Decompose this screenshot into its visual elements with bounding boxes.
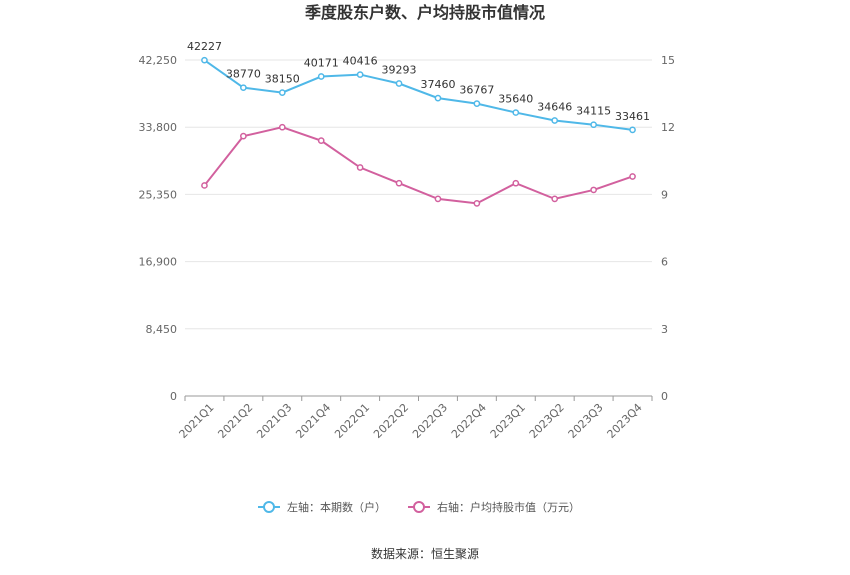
left-tick-label: 0 xyxy=(170,390,177,403)
data-label: 34115 xyxy=(576,105,611,118)
data-label: 40416 xyxy=(343,55,378,68)
right-series-point xyxy=(356,164,364,171)
right-series-point xyxy=(629,173,636,180)
x-tick-label: 2023Q1 xyxy=(488,401,528,441)
data-label: 37460 xyxy=(420,78,455,91)
data-source: 数据来源：恒生聚源 xyxy=(371,546,479,561)
right-series-point xyxy=(551,195,559,203)
right-series-point xyxy=(395,179,403,187)
left-series-point xyxy=(551,117,559,124)
right-tick-label: 12 xyxy=(661,121,675,134)
left-series-point xyxy=(356,71,364,78)
right-tick-label: 0 xyxy=(661,390,668,403)
left-tick-label: 42,250 xyxy=(139,54,178,67)
x-tick-label: 2023Q2 xyxy=(527,401,567,441)
right-tick-label: 6 xyxy=(661,256,668,269)
x-tick-label: 2021Q3 xyxy=(254,401,294,441)
x-tick-label: 2022Q1 xyxy=(332,401,372,441)
left-tick-label: 25,350 xyxy=(139,188,178,201)
data-label: 38770 xyxy=(226,68,261,81)
left-series-point xyxy=(201,56,208,64)
right-tick-label: 3 xyxy=(661,323,668,336)
data-label: 35640 xyxy=(498,93,533,106)
data-label: 42227 xyxy=(187,40,222,53)
left-axis-ticks: 0 8,450 16,900 25,350 33,800 42,250 xyxy=(139,54,178,403)
x-tick-label: 2022Q4 xyxy=(449,401,489,441)
legend[interactable]: 左轴：本期数（户） 右轴：户均持股市值（万元） xyxy=(258,500,580,514)
right-series-point xyxy=(240,132,247,140)
right-series-point xyxy=(278,123,286,131)
x-tick-label: 2023Q3 xyxy=(566,401,606,441)
left-series-point xyxy=(278,89,286,96)
data-label: 33461 xyxy=(615,110,650,123)
left-tick-label: 8,450 xyxy=(146,323,178,336)
right-series-point xyxy=(473,200,481,207)
x-tick-label: 2023Q4 xyxy=(605,401,645,441)
right-series-point xyxy=(201,182,208,189)
x-axis-ticks: 2021Q12021Q22021Q32021Q42022Q12022Q22022… xyxy=(177,396,653,441)
legend-marker-0 xyxy=(263,501,275,513)
chart-title: 季度股东户数、户均持股市值情况 xyxy=(304,3,545,22)
data-label: 34646 xyxy=(537,100,572,113)
right-series-point xyxy=(434,195,442,203)
x-tick-label: 2022Q3 xyxy=(410,401,450,441)
legend-marker-1 xyxy=(413,501,425,513)
x-tick-label: 2021Q1 xyxy=(177,401,217,441)
left-series-point xyxy=(395,80,403,87)
legend-label-1: 右轴：户均持股市值（万元） xyxy=(437,500,580,514)
left-series-point xyxy=(434,94,442,102)
data-label: 36767 xyxy=(459,84,494,97)
right-series-point xyxy=(317,137,325,144)
left-series-point xyxy=(590,121,597,129)
right-tick-label: 15 xyxy=(661,54,675,67)
left-series-point xyxy=(512,109,520,116)
right-series-line xyxy=(203,126,633,205)
x-tick-label: 2021Q4 xyxy=(293,401,333,441)
data-label: 40171 xyxy=(304,57,339,70)
left-series-point xyxy=(629,126,636,134)
right-series-point xyxy=(590,186,597,194)
left-series-point xyxy=(317,73,325,80)
data-label: 39293 xyxy=(382,64,417,77)
right-tick-label: 9 xyxy=(661,188,668,201)
right-axis-ticks: 0 3 6 9 12 15 xyxy=(661,54,675,403)
left-series-line xyxy=(203,59,633,131)
left-series-point xyxy=(240,84,247,92)
left-tick-label: 33,800 xyxy=(139,121,178,134)
right-series-point xyxy=(512,179,520,187)
left-tick-label: 16,900 xyxy=(139,256,178,269)
data-label: 38150 xyxy=(265,73,300,86)
x-tick-label: 2022Q2 xyxy=(371,401,411,441)
legend-label-0: 左轴：本期数（户） xyxy=(287,500,386,514)
x-tick-label: 2021Q2 xyxy=(215,401,255,441)
left-series-point xyxy=(473,100,481,107)
